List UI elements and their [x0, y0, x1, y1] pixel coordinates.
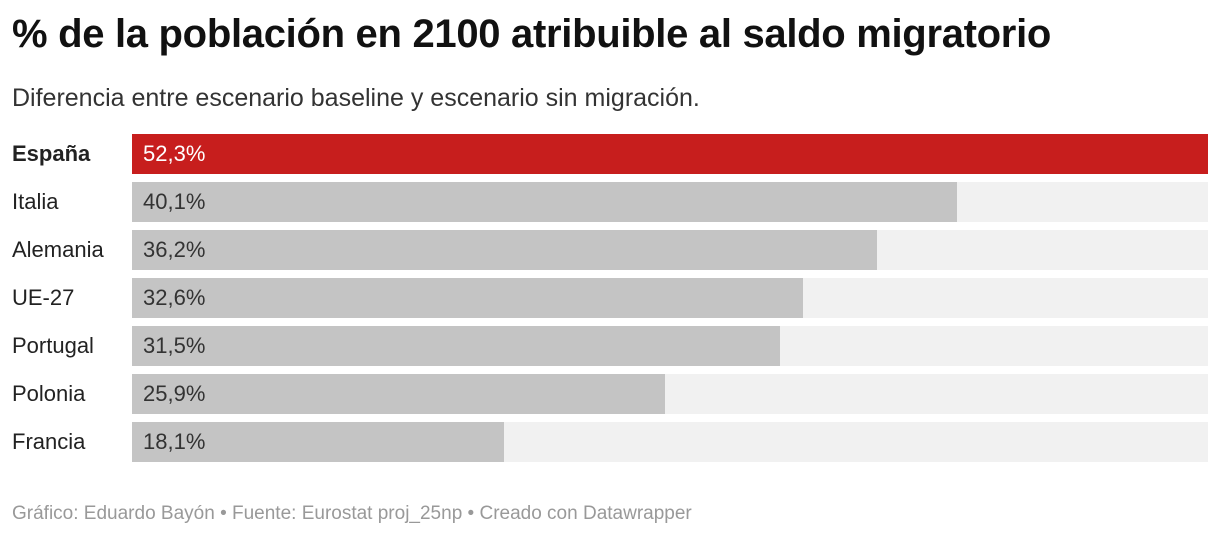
value-label: 25,9%: [143, 381, 206, 406]
value-label: 36,2%: [143, 237, 206, 262]
category-label: Francia: [12, 429, 86, 454]
bar-row: Francia 18,1%: [0, 422, 1220, 462]
bar: [132, 134, 1208, 174]
value-label: 31,5%: [143, 333, 206, 358]
chart-subtitle: Diferencia entre escenario baseline y es…: [12, 84, 700, 112]
bar-row: Alemania 36,2%: [0, 230, 1220, 270]
bar: [132, 230, 877, 270]
bar-track: 32,6%: [132, 278, 1208, 318]
bar-track: 25,9%: [132, 374, 1208, 414]
category-label: Alemania: [12, 237, 104, 262]
category-label: Portugal: [12, 333, 94, 358]
bar: [132, 326, 781, 366]
value-label: 52,3%: [143, 141, 206, 166]
bar-track: 36,2%: [132, 230, 1208, 270]
chart-title: % de la población en 2100 atribuible al …: [12, 12, 1052, 56]
chart-footer: Gráfico: Eduardo Bayón • Fuente: Eurosta…: [12, 503, 692, 524]
value-label: 32,6%: [143, 285, 206, 310]
bar: [132, 374, 665, 414]
value-label: 40,1%: [143, 189, 206, 214]
bar-chart: España 52,3% Italia 40,1% Alemania 36,2% UE-27…: [0, 134, 1220, 470]
bar-row: UE-27 32,6%: [0, 278, 1220, 318]
bar-track: 18,1%: [132, 422, 1208, 462]
bar: [132, 422, 505, 462]
category-label: España: [12, 141, 91, 166]
category-label: UE-27: [12, 285, 75, 310]
category-label: Italia: [12, 189, 59, 214]
bar-row: Portugal 31,5%: [0, 326, 1220, 366]
bar-track: 40,1%: [132, 182, 1208, 222]
bar-track: 31,5%: [132, 326, 1208, 366]
category-label: Polonia: [12, 381, 86, 406]
bar-row: Polonia 25,9%: [0, 374, 1220, 414]
bar-row: Italia 40,1%: [0, 182, 1220, 222]
bar: [132, 182, 957, 222]
bar-row: España 52,3%: [0, 134, 1220, 174]
bar: [132, 278, 803, 318]
bar-track: 52,3%: [132, 134, 1208, 174]
value-label: 18,1%: [143, 429, 206, 454]
